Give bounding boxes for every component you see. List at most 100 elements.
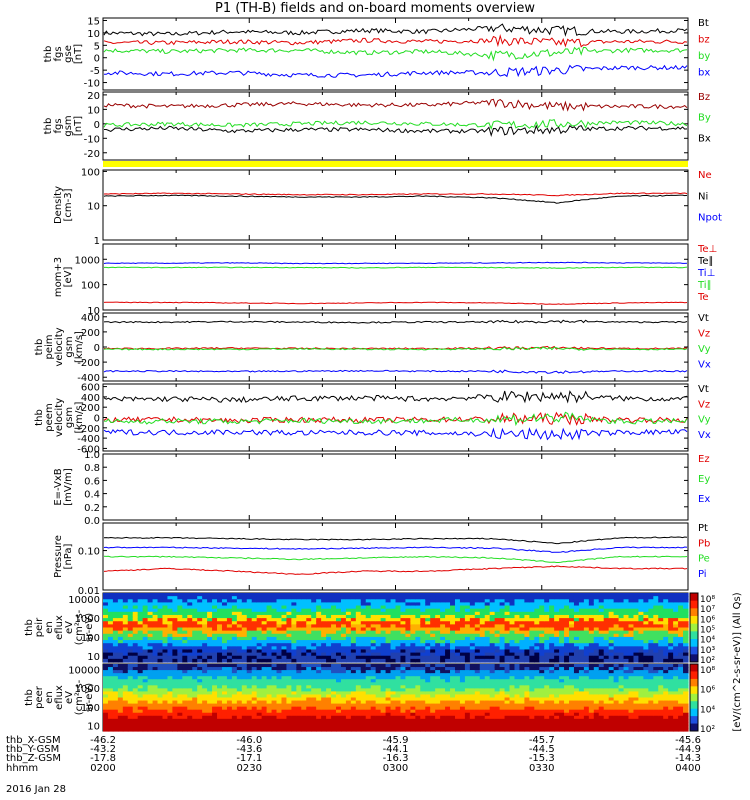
spectrogram-cell bbox=[221, 633, 228, 638]
spectrogram-cell bbox=[112, 602, 119, 607]
spectrogram-cell bbox=[182, 618, 188, 622]
spectrogram-cell bbox=[177, 621, 183, 625]
spectrogram-cell bbox=[648, 596, 654, 600]
spectrogram-cell bbox=[628, 649, 635, 654]
spectrogram-cell bbox=[350, 670, 357, 674]
spectrogram-cell bbox=[137, 605, 144, 610]
spectrogram-cell bbox=[484, 596, 491, 600]
spectrogram-cell bbox=[162, 727, 169, 732]
spectrogram-cell bbox=[182, 679, 188, 683]
spectrogram-cell bbox=[187, 718, 193, 723]
spectrogram-cell bbox=[380, 679, 387, 683]
spectrogram-cell bbox=[311, 718, 317, 723]
spectrogram-cell bbox=[489, 655, 496, 660]
spectrogram-cell bbox=[504, 721, 511, 726]
spectrogram-cell bbox=[539, 636, 545, 641]
spectrogram-cell bbox=[281, 697, 288, 702]
spectrogram-cell bbox=[207, 682, 213, 686]
spectrogram-cell bbox=[420, 664, 426, 668]
spectrogram-cell bbox=[410, 655, 416, 660]
spectrogram-cell bbox=[405, 727, 411, 732]
spectrogram-cell bbox=[375, 643, 382, 647]
spectrogram-cell bbox=[365, 700, 372, 705]
spectrogram-cell bbox=[162, 679, 169, 683]
spectrogram-cell bbox=[172, 682, 178, 686]
spectrogram-cell bbox=[593, 599, 600, 604]
spectrogram-cell bbox=[231, 727, 238, 732]
spectrogram-cell bbox=[489, 694, 496, 699]
spectrogram-cell bbox=[107, 593, 114, 597]
spectrogram-cell bbox=[405, 676, 411, 680]
spectrogram-cell bbox=[445, 727, 451, 732]
spectrogram-cell bbox=[296, 633, 302, 638]
spectrogram-cell bbox=[122, 664, 129, 668]
spectrogram-cell bbox=[653, 627, 659, 632]
spectrogram-cell bbox=[246, 652, 253, 657]
spectrogram-cell bbox=[385, 655, 392, 660]
spectrogram-cell bbox=[509, 670, 516, 674]
spectrogram-cell bbox=[509, 624, 516, 629]
spectrogram-cell bbox=[172, 611, 178, 616]
spectrogram-cell bbox=[107, 718, 114, 723]
spectrogram-cell bbox=[137, 706, 144, 711]
spectrogram-cell bbox=[519, 700, 525, 705]
spectrogram-cell bbox=[454, 709, 461, 714]
spectrogram-cell bbox=[103, 602, 109, 607]
spectrogram-cell bbox=[519, 718, 525, 723]
spectrogram-cell bbox=[271, 700, 278, 705]
spectrogram-cell bbox=[380, 593, 387, 597]
spectrogram-cell bbox=[182, 655, 188, 660]
spectrogram-cell bbox=[380, 715, 387, 720]
spectrogram-cell bbox=[345, 721, 352, 726]
spectrogram-cell bbox=[360, 624, 367, 629]
spectrogram-cell bbox=[350, 624, 357, 629]
spectrogram-cell bbox=[231, 697, 238, 702]
spectrogram-cell bbox=[425, 599, 431, 604]
spectrogram-cell bbox=[251, 646, 258, 651]
spectrogram-cell bbox=[231, 618, 238, 622]
spectrogram-cell bbox=[683, 658, 689, 663]
spectrogram-cell bbox=[365, 627, 372, 632]
spectrogram-cell bbox=[370, 700, 377, 705]
spectrogram-cell bbox=[479, 691, 486, 696]
spectrogram-cell bbox=[197, 715, 203, 720]
spectrogram-cell bbox=[365, 694, 372, 699]
spectrogram-cell bbox=[217, 679, 223, 683]
spectrogram-cell bbox=[331, 624, 337, 629]
spectrogram-cell bbox=[296, 643, 302, 647]
spectrogram-cell bbox=[494, 633, 501, 638]
spectrogram-cell bbox=[564, 608, 570, 613]
spectrogram-cell bbox=[296, 621, 302, 625]
spectrogram-cell bbox=[355, 688, 362, 693]
spectrogram-cell bbox=[509, 618, 516, 622]
spectrogram-cell bbox=[375, 658, 382, 663]
spectrogram-cell bbox=[435, 643, 441, 647]
spectrogram-cell bbox=[122, 706, 129, 711]
spectrogram-cell bbox=[296, 649, 302, 654]
spectrogram-cell bbox=[226, 664, 233, 668]
spectrogram-cell bbox=[122, 703, 129, 708]
spectrogram-cell bbox=[459, 718, 466, 723]
spectrogram-cell bbox=[479, 611, 486, 616]
spectrogram-cell bbox=[474, 636, 481, 641]
spectrogram-cell bbox=[435, 682, 441, 686]
spectrogram-cell bbox=[231, 724, 238, 729]
spectrogram-cell bbox=[103, 685, 109, 689]
spectrogram-cell bbox=[192, 646, 198, 651]
spectrogram-cell bbox=[197, 611, 203, 616]
spectrogram-cell bbox=[529, 694, 535, 699]
spectrogram-cell bbox=[157, 655, 164, 660]
spectrogram-cell bbox=[316, 633, 322, 638]
spectrogram-cell bbox=[355, 655, 362, 660]
spectrogram-cell bbox=[326, 614, 332, 619]
spectrogram-cell bbox=[251, 611, 258, 616]
spectrogram-cell bbox=[127, 658, 134, 663]
spectrogram-cell bbox=[286, 679, 292, 683]
spectrogram-cell bbox=[420, 621, 426, 625]
spectrogram-cell bbox=[107, 673, 114, 677]
spectrogram-cell bbox=[122, 676, 129, 680]
spectrogram-cell bbox=[177, 706, 183, 711]
spectrogram-cell bbox=[316, 630, 322, 635]
spectrogram-cell bbox=[271, 685, 278, 689]
spectrogram-cell bbox=[266, 724, 273, 729]
